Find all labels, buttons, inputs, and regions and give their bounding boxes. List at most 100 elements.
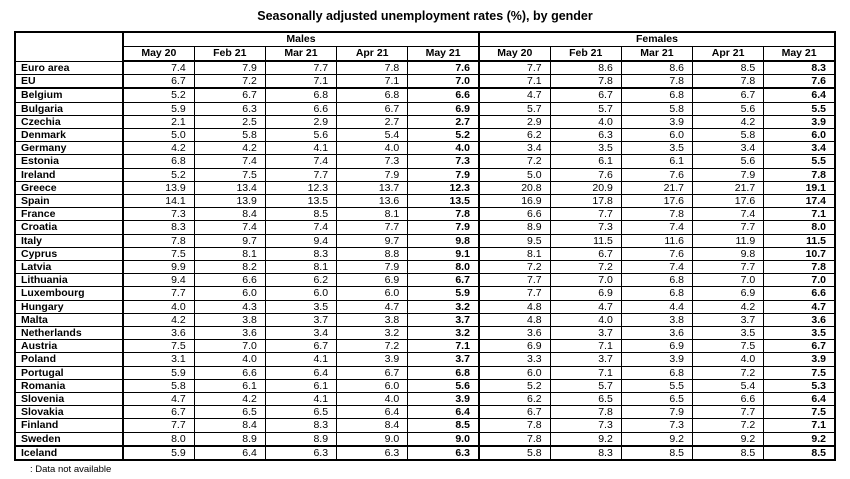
value-cell: 3.9: [620, 114, 694, 130]
column-header: Feb 21: [193, 46, 266, 62]
value-cell: 6.6: [264, 101, 338, 116]
value-cell: 7.7: [121, 418, 195, 433]
value-cell: 13.9: [121, 180, 195, 196]
country-cell: Estonia: [14, 154, 124, 169]
value-cell: 13.4: [193, 180, 266, 196]
value-cell: 7.7: [549, 207, 622, 222]
value-cell: 6.6: [691, 392, 765, 407]
value-cell: 7.8: [620, 207, 694, 222]
value-cell: 13.6: [336, 194, 409, 209]
value-cell: 3.5: [620, 141, 694, 156]
value-cell: 7.3: [407, 154, 480, 169]
value-cell: 7.8: [620, 74, 694, 90]
value-cell: 8.5: [407, 418, 480, 433]
value-cell: 8.5: [691, 60, 765, 76]
value-cell: 6.0: [620, 128, 694, 143]
value-cell: 9.4: [121, 273, 195, 288]
value-cell: 6.7: [477, 405, 551, 420]
country-cell: Croatia: [14, 220, 124, 235]
value-cell: 5.5: [763, 154, 836, 169]
value-cell: 6.2: [477, 128, 551, 143]
table-row: Denmark 5.0 5.8 5.6 5.4 5.2 6.2 6.3 6.0 5.8 6.0: [14, 128, 836, 143]
value-cell: 3.6: [121, 326, 195, 341]
value-cell: 6.7: [763, 339, 836, 354]
value-cell: 8.9: [264, 431, 338, 447]
group-header-row: Males Females: [14, 31, 836, 62]
value-cell: 7.7: [264, 167, 338, 182]
table-row: Portugal 5.9 6.6 6.4 6.7 6.8 6.0 7.1 6.8 7.2 7.5: [14, 365, 836, 380]
value-cell: 4.3: [193, 299, 266, 314]
value-cell: 3.7: [691, 312, 765, 328]
table-row: Finland 7.7 8.4 8.3 8.4 8.5 7.8 7.3 7.3 7.2 7.1: [14, 418, 836, 433]
value-cell: 2.5: [193, 114, 266, 130]
country-cell: Iceland: [14, 445, 124, 461]
value-cell: 2.9: [264, 114, 338, 130]
value-cell: 4.1: [264, 141, 338, 156]
value-cell: 7.8: [549, 405, 622, 420]
value-cell: 2.7: [336, 114, 409, 130]
value-cell: 3.7: [264, 312, 338, 328]
value-cell: 9.2: [763, 431, 836, 447]
value-cell: 7.0: [691, 273, 765, 288]
value-cell: 4.2: [121, 312, 195, 328]
value-cell: 4.0: [407, 141, 480, 156]
value-cell: 7.5: [763, 405, 836, 420]
value-cell: 8.8: [336, 246, 409, 262]
value-cell: 3.9: [620, 352, 694, 367]
value-cell: 6.5: [620, 392, 694, 407]
value-cell: 7.2: [691, 365, 765, 380]
value-cell: 5.2: [121, 87, 195, 103]
value-cell: 7.0: [549, 273, 622, 288]
table-header: Males Females May 20 Feb 21 Mar 21 Apr 21 May …: [14, 31, 836, 62]
value-cell: 6.7: [407, 273, 480, 288]
value-cell: 7.9: [620, 405, 694, 420]
value-cell: 3.9: [763, 352, 836, 367]
table-row: Netherlands 3.6 3.6 3.4 3.2 3.2 3.6 3.7 3.6 3.5 3.…: [14, 326, 836, 341]
value-cell: 5.0: [121, 128, 195, 143]
country-cell: Poland: [14, 352, 124, 367]
country-cell: Cyprus: [14, 246, 124, 262]
value-cell: 3.7: [549, 352, 622, 367]
value-cell: 7.6: [763, 74, 836, 90]
value-cell: 5.9: [121, 101, 195, 116]
value-cell: 6.0: [264, 286, 338, 301]
value-cell: 6.7: [691, 87, 765, 103]
value-cell: 3.7: [407, 352, 480, 367]
column-header: Apr 21: [691, 46, 765, 62]
value-cell: 3.5: [549, 141, 622, 156]
value-cell: 6.6: [477, 207, 551, 222]
table-row: Czechia 2.1 2.5 2.9 2.7 2.7 2.9 4.0 3.9 4.2 3.9: [14, 114, 836, 130]
value-cell: 7.1: [264, 74, 338, 90]
table-row: Austria 7.5 7.0 6.7 7.2 7.1 6.9 7.1 6.9 7.5 6.7: [14, 339, 836, 354]
value-cell: 6.1: [264, 378, 338, 394]
value-cell: 6.6: [193, 273, 266, 288]
country-cell: Romania: [14, 378, 124, 394]
value-cell: 8.9: [193, 431, 266, 447]
value-cell: 3.8: [193, 312, 266, 328]
value-cell: 17.6: [620, 194, 694, 209]
value-cell: 6.8: [620, 273, 694, 288]
value-cell: 7.7: [264, 60, 338, 76]
value-cell: 7.4: [620, 220, 694, 235]
table-row: Malta 4.2 3.8 3.7 3.8 3.7 4.8 4.0 3.8 3.7 3.6: [14, 312, 836, 328]
value-cell: 7.5: [193, 167, 266, 182]
value-cell: 3.2: [407, 326, 480, 341]
value-cell: 8.5: [691, 445, 765, 461]
value-cell: 6.8: [121, 154, 195, 169]
value-cell: 6.8: [620, 286, 694, 301]
value-cell: 8.5: [264, 207, 338, 222]
table-row: Greece 13.9 13.4 12.3 13.7 12.3 20.8 20.9 21.7 21…: [14, 180, 836, 196]
value-cell: 7.2: [336, 339, 409, 354]
value-cell: 7.5: [763, 365, 836, 380]
page-title: Seasonally adjusted unemployment rates (…: [257, 9, 593, 23]
value-cell: 4.2: [193, 141, 266, 156]
value-cell: 7.8: [691, 74, 765, 90]
value-cell: 5.4: [691, 378, 765, 394]
country-cell: EU: [14, 74, 124, 90]
value-cell: 7.3: [549, 418, 622, 433]
table-row: Romania 5.8 6.1 6.1 6.0 5.6 5.2 5.7 5.5 5.4 5.3: [14, 378, 836, 394]
value-cell: 7.6: [549, 167, 622, 182]
value-cell: 8.6: [549, 60, 622, 76]
value-cell: 7.7: [336, 220, 409, 235]
value-cell: 6.4: [264, 365, 338, 380]
